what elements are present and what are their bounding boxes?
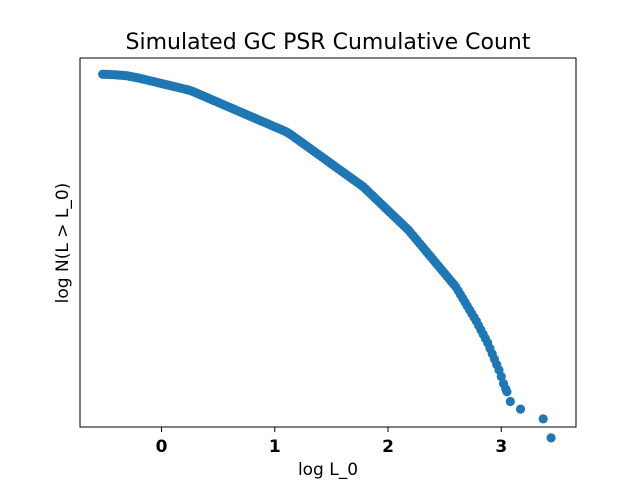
y-axis-label: log N(L > L_0) — [53, 183, 73, 304]
x-tick-label-3: 3 — [495, 437, 507, 457]
x-axis-label: log L_0 — [298, 460, 358, 480]
x-tick-label-2: 2 — [382, 437, 394, 457]
chart-title: Simulated GC PSR Cumulative Count — [126, 30, 531, 55]
data-point-176 — [496, 371, 506, 382]
x-axis-ticks: 0 1 2 3 — [156, 427, 507, 457]
data-point-183 — [546, 433, 556, 443]
data-point-182 — [538, 414, 548, 424]
x-tick-label-1: 1 — [269, 437, 281, 457]
data-point-179 — [502, 387, 512, 397]
x-tick-label-0: 0 — [156, 437, 168, 457]
scatter-points — [98, 69, 556, 443]
data-point-181 — [515, 404, 526, 414]
data-point-180 — [505, 396, 515, 407]
plot-area-frame — [79, 57, 577, 428]
